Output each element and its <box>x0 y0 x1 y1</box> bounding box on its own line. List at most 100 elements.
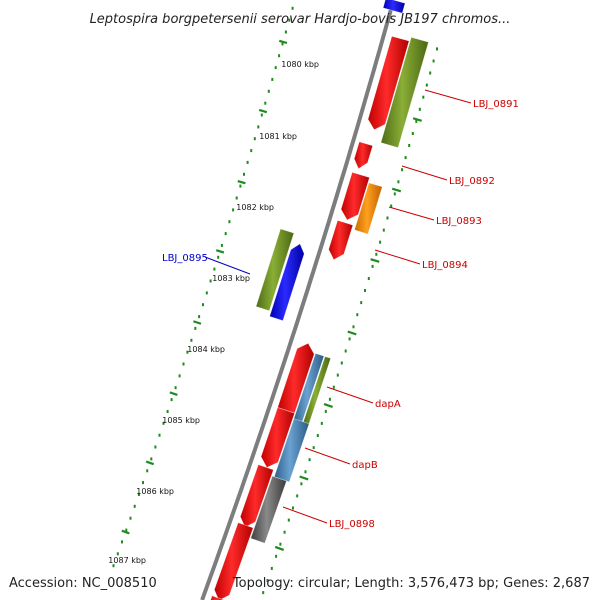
tick-dot <box>304 470 307 474</box>
cds-bottom-edge <box>210 595 225 600</box>
tick-dot <box>284 30 287 34</box>
tick-dot <box>205 291 208 295</box>
tick-dot <box>278 54 281 58</box>
kbp-tick-outer <box>274 545 285 551</box>
kbp-tick <box>237 179 246 185</box>
tick-dot <box>182 362 185 366</box>
kbp-tick-marks <box>121 39 422 551</box>
backbone-line <box>200 0 396 600</box>
tick-dot <box>142 481 144 485</box>
tick-dot <box>429 71 432 75</box>
feature-tracks <box>210 0 429 600</box>
gene-label-lbj-0891[interactable]: LBJ_0891 <box>473 99 519 110</box>
cds-reverse-top <box>382 0 406 14</box>
tick-dot <box>202 303 204 307</box>
tick-dot <box>235 196 238 200</box>
kbp-tick-outer <box>347 330 357 336</box>
tick-dot <box>296 494 299 498</box>
kbp-tick-outer <box>412 117 422 122</box>
gene-label-lbj-0892[interactable]: LBJ_0892 <box>449 176 495 187</box>
kbp-label-1085: 1085 kbp <box>162 416 200 425</box>
tick-dot <box>336 373 339 377</box>
tick-dot <box>308 458 311 462</box>
kbp-label-1082: 1082 kbp <box>236 203 274 212</box>
tick-dot <box>425 83 428 87</box>
tick-dot <box>275 554 278 558</box>
kbp-label-1080: 1080 kbp <box>281 60 319 69</box>
tick-dot <box>224 232 227 236</box>
feature-lbj-0891 <box>380 36 429 149</box>
tick-dot <box>418 107 421 111</box>
tick-dot <box>262 591 265 595</box>
tick-dot <box>393 192 396 196</box>
tick-dot <box>271 77 274 81</box>
tick-dot <box>348 337 351 341</box>
tick-dot <box>292 506 294 510</box>
tick-dot <box>344 349 347 353</box>
gene-label-lbj-0895[interactable]: LBJ_0895 <box>162 253 208 264</box>
accession-text: Accession: NC_008510 <box>9 576 157 591</box>
leader-line <box>388 206 435 221</box>
kbp-tick <box>193 320 202 325</box>
tick-dot <box>170 398 173 402</box>
gene-label-dapb[interactable]: dapB <box>352 460 378 471</box>
cds-lbj-0892 <box>353 141 374 170</box>
tick-dot <box>232 208 235 212</box>
genome-summary-text: Topology: circular; Length: 3,576,473 bp… <box>232 576 590 591</box>
leader-line <box>326 386 374 404</box>
kbp-label-1087: 1087 kbp <box>108 556 146 565</box>
label-leader-lines <box>204 89 472 524</box>
feature-dapb <box>273 418 310 483</box>
tick-dot <box>150 457 153 461</box>
cds-lbj-0895 <box>269 243 305 322</box>
tick-dot <box>375 252 378 256</box>
tick-dot <box>404 156 407 160</box>
cds-lbj-0894 <box>328 220 354 261</box>
tick-dot <box>411 132 414 135</box>
tick-dot <box>340 361 343 365</box>
tick-dot <box>312 446 315 450</box>
tick-dot <box>367 277 370 280</box>
gene-label-lbj-0894[interactable]: LBJ_0894 <box>422 260 468 271</box>
kbp-label-1083: 1083 kbp <box>212 274 250 283</box>
map-title: Leptospira borgpetersenii serovar Hardjo… <box>90 12 511 27</box>
tick-dot <box>415 119 418 123</box>
tick-dot <box>190 338 193 342</box>
gene-label-lbj-0898[interactable]: LBJ_0898 <box>329 519 375 530</box>
tick-dot <box>194 326 197 330</box>
tick-dot <box>371 264 374 268</box>
tick-dot <box>116 552 119 556</box>
leader-line <box>282 506 328 524</box>
kbp-tick <box>278 39 288 45</box>
tick-dot <box>432 59 435 63</box>
tick-dot <box>243 172 245 176</box>
tick-dot <box>436 47 438 51</box>
tick-dot <box>267 89 270 93</box>
cds-lbj-0891 <box>367 35 410 131</box>
tick-dot <box>146 469 149 473</box>
tick-dot <box>386 216 389 220</box>
tick-dot <box>332 385 335 389</box>
kbp-tick <box>258 108 268 114</box>
tick-dot <box>166 410 169 413</box>
kbp-tick-outer <box>391 187 402 193</box>
tick-dot <box>253 137 256 141</box>
tick-dot <box>360 301 363 305</box>
tick-dot <box>422 95 425 99</box>
leader-line <box>204 256 251 275</box>
tick-dot <box>213 267 216 271</box>
kbp-tick-outer <box>370 258 380 263</box>
tick-dot <box>129 516 132 520</box>
tick-dot <box>133 504 136 508</box>
tick-dot <box>239 184 242 188</box>
tick-dot <box>291 6 294 10</box>
tick-dot <box>287 518 290 522</box>
kbp-tick-outer <box>299 475 309 481</box>
gene-label-dapa[interactable]: dapA <box>375 399 401 410</box>
cds-lbj-0898 <box>239 464 274 528</box>
gene-label-lbj-0893[interactable]: LBJ_0893 <box>436 216 482 227</box>
tick-dot <box>397 180 400 184</box>
tick-dot <box>408 144 411 147</box>
kbp-label-1084: 1084 kbp <box>187 345 225 354</box>
